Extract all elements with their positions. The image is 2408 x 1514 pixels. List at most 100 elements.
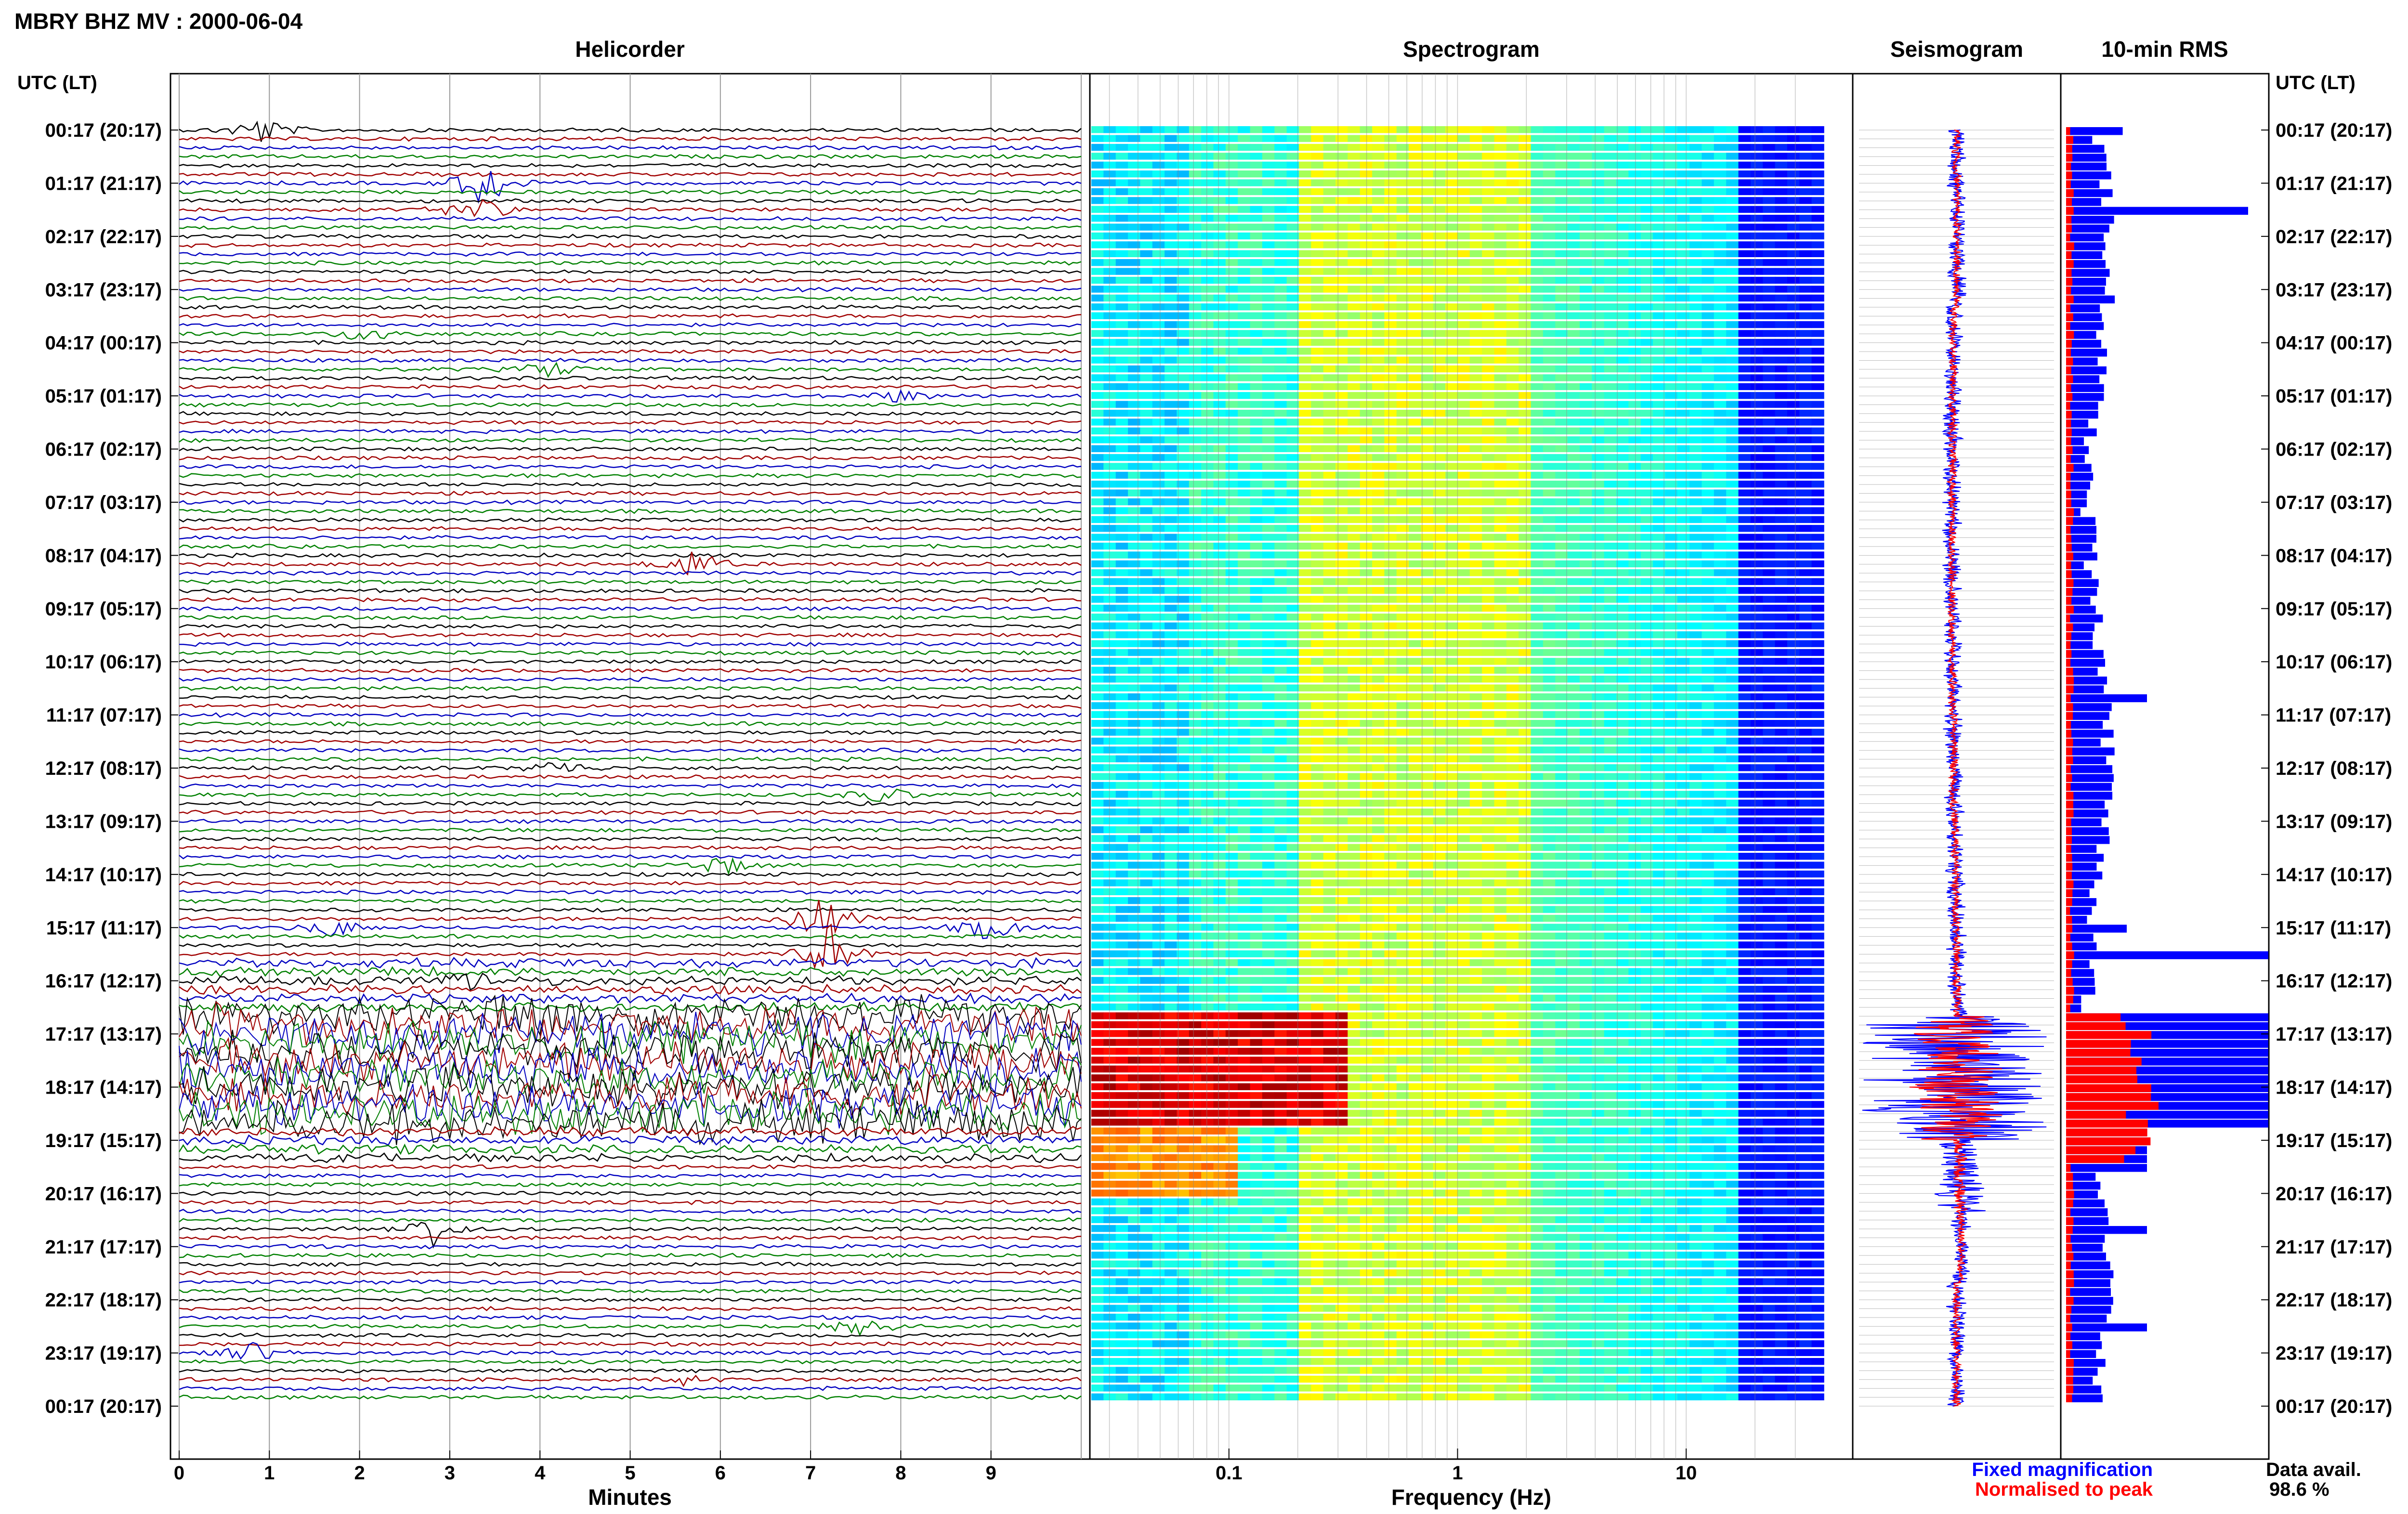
spectrogram-cell [1238, 756, 1250, 762]
spectrogram-cell [1482, 348, 1494, 354]
spectrogram-cell [1433, 357, 1446, 364]
spectrogram-cell [1799, 223, 1812, 230]
spectrogram-cell [1397, 507, 1409, 514]
spectrogram-cell [1397, 631, 1409, 638]
spectrogram-cell [1531, 658, 1544, 665]
spectrogram-cell [1739, 374, 1751, 381]
spectrogram-cell [1812, 791, 1824, 797]
spectrogram-cell [1494, 295, 1507, 301]
spectrogram-cell [1592, 383, 1604, 390]
spectrogram-cell [1518, 613, 1531, 620]
spectrogram-cell [1518, 693, 1531, 700]
spectrogram-cell [1458, 605, 1470, 612]
spectrogram-cell [1799, 578, 1812, 585]
spectrogram-cell [1177, 206, 1189, 213]
spectrogram-cell [1140, 507, 1152, 514]
spectrogram-cell [1226, 357, 1238, 364]
spectrogram-cell [1628, 684, 1641, 691]
spectrogram-cell [1518, 764, 1531, 771]
spectrogram-cell [1226, 498, 1238, 505]
spectrogram-cell [1726, 613, 1739, 620]
spectrogram-cell [1250, 534, 1263, 541]
spectrogram-cell [1091, 817, 1104, 824]
spectrogram-cell [1531, 348, 1544, 354]
spectrogram-cell [1543, 401, 1556, 408]
spectrogram-cell [1689, 649, 1702, 656]
spectrogram-cell [1372, 339, 1385, 346]
spectrogram-cell [1555, 764, 1568, 771]
spectrogram-cell [1543, 658, 1556, 665]
spectrogram-cell [1812, 826, 1824, 833]
spectrogram-cell [1103, 561, 1116, 567]
spectrogram-cell [1214, 561, 1226, 567]
spectrogram-cell [1799, 729, 1812, 735]
spectrogram-cell [1653, 162, 1665, 169]
spectrogram-cell [1409, 623, 1421, 629]
spectrogram-cell [1360, 197, 1373, 204]
spectrogram-cell [1568, 330, 1580, 337]
spectrogram-cell [1384, 188, 1397, 195]
spectrogram-cell [1543, 418, 1556, 425]
spectrogram-cell [1177, 463, 1189, 470]
spectrogram-cell [1518, 605, 1531, 612]
spectrogram-cell [1677, 428, 1690, 434]
spectrogram-cell [1506, 764, 1519, 771]
spectrogram-cell [1409, 321, 1421, 328]
spectrogram-cell [1787, 684, 1800, 691]
spectrogram-cell [1177, 313, 1189, 319]
spectrogram-cell [1543, 454, 1556, 461]
spectrogram-cell [1751, 188, 1763, 195]
spectrogram-cell [1421, 383, 1433, 390]
spectrogram-cell [1568, 481, 1580, 487]
spectrogram-cell [1580, 773, 1592, 780]
spectrogram-cell [1604, 702, 1617, 709]
spectrogram-cell [1262, 826, 1275, 833]
spectrogram-cell [1543, 720, 1556, 727]
spectrogram-cell [1482, 463, 1494, 470]
spectrogram-cell [1372, 472, 1385, 479]
spectrogram-cell [1653, 791, 1665, 797]
spectrogram-cell [1372, 605, 1385, 612]
spectrogram-cell [1775, 197, 1788, 204]
spectrogram-cell [1360, 321, 1373, 328]
spectrogram-cell [1543, 578, 1556, 585]
spectrogram-cell [1335, 428, 1348, 434]
spectrogram-cell [1787, 605, 1800, 612]
spectrogram-cell [1714, 383, 1727, 390]
spectrogram-cell [1458, 729, 1470, 735]
spectrogram-cell [1335, 711, 1348, 718]
spectrogram-cell [1739, 507, 1751, 514]
spectrogram-cell [1189, 286, 1202, 292]
spectrogram-cell [1628, 303, 1641, 310]
spectrogram-cell [1482, 702, 1494, 709]
spectrogram-cell [1311, 223, 1323, 230]
spectrogram-cell [1397, 782, 1409, 789]
spectrogram-cell [1787, 153, 1800, 159]
spectrogram-cell [1543, 746, 1556, 753]
spectrogram-cell [1775, 330, 1788, 337]
spectrogram-cell [1518, 623, 1531, 629]
spectrogram-cell [1140, 135, 1152, 142]
spectrogram-cell [1189, 241, 1202, 248]
spectrogram-cell [1152, 445, 1165, 452]
spectrogram-cell [1739, 490, 1751, 496]
spectrogram-cell [1335, 383, 1348, 390]
spectrogram-cell [1360, 817, 1373, 824]
spectrogram-cell [1152, 543, 1165, 549]
spectrogram-cell [1287, 472, 1299, 479]
spectrogram-cell [1677, 791, 1690, 797]
spectrogram-cell [1543, 667, 1556, 674]
spectrogram-cell [1604, 809, 1617, 815]
spectrogram-cell [1152, 498, 1165, 505]
spectrogram-cell [1580, 578, 1592, 585]
spectrogram-cell [1555, 684, 1568, 691]
spectrogram-cell [1348, 126, 1360, 133]
spectrogram-cell [1128, 809, 1140, 815]
spectrogram-cell [1397, 773, 1409, 780]
spectrogram-cell [1543, 809, 1556, 815]
spectrogram-cell [1763, 241, 1775, 248]
spectrogram-cell [1103, 498, 1116, 505]
spectrogram-cell [1580, 525, 1592, 532]
spectrogram-cell [1482, 596, 1494, 602]
spectrogram-cell [1775, 233, 1788, 239]
